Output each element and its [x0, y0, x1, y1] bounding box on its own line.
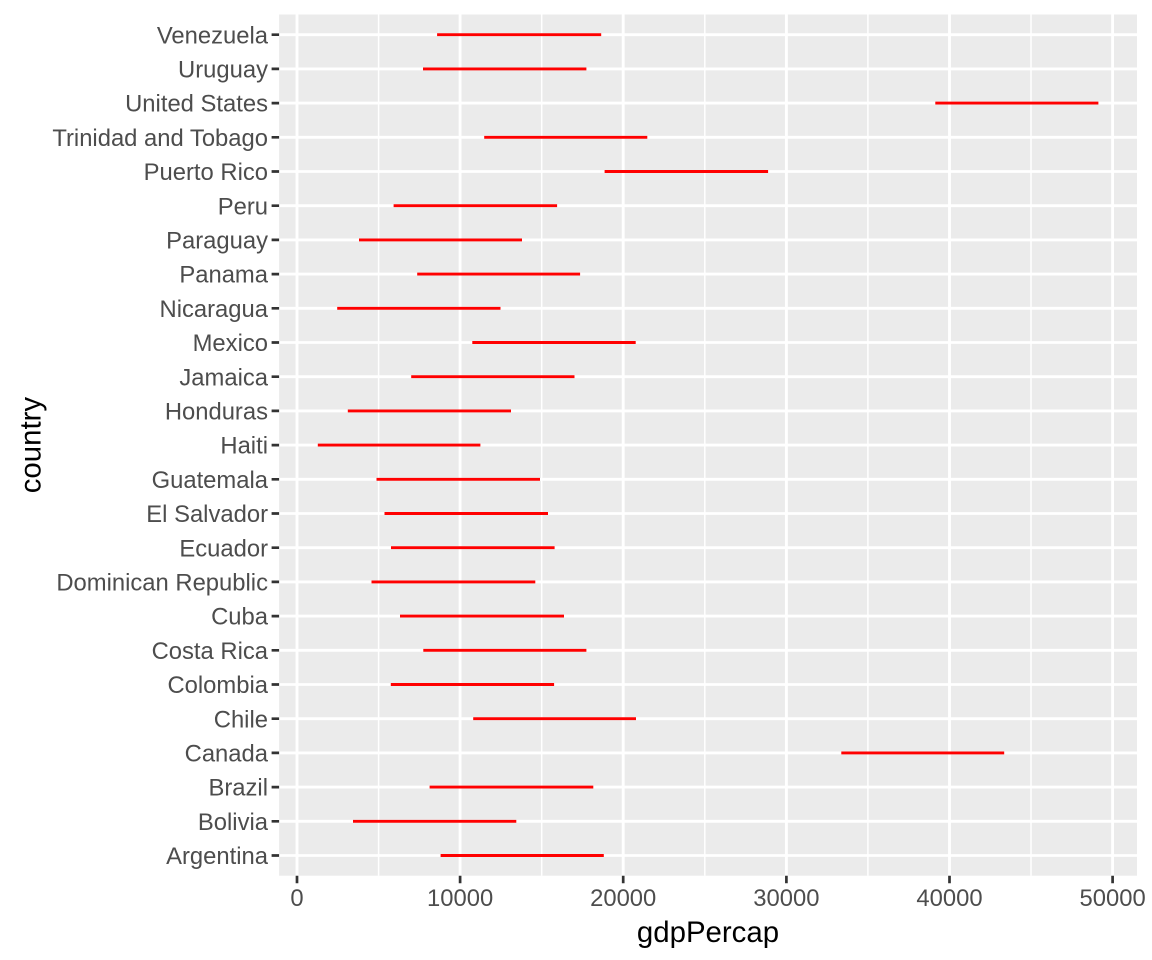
svg-text:Haiti: Haiti — [220, 433, 268, 460]
svg-text:Trinidad and Tobago: Trinidad and Tobago — [52, 125, 268, 152]
svg-text:Canada: Canada — [185, 741, 269, 768]
svg-text:Mexico: Mexico — [193, 330, 268, 357]
svg-text:Dominican Republic: Dominican Republic — [56, 570, 268, 597]
svg-text:10000: 10000 — [427, 885, 493, 912]
svg-text:Puerto Rico: Puerto Rico — [144, 159, 268, 186]
svg-text:Ecuador: Ecuador — [179, 535, 268, 562]
svg-text:Brazil: Brazil — [208, 775, 268, 802]
svg-text:Uruguay: Uruguay — [178, 57, 268, 84]
svg-text:El Salvador: El Salvador — [146, 501, 268, 528]
svg-text:Honduras: Honduras — [165, 399, 268, 426]
svg-text:Cuba: Cuba — [211, 604, 269, 631]
svg-text:50000: 50000 — [1080, 885, 1146, 912]
svg-text:Guatemala: Guatemala — [152, 467, 269, 494]
svg-text:Nicaragua: Nicaragua — [160, 296, 269, 323]
svg-text:country: country — [14, 397, 47, 494]
svg-text:United States: United States — [125, 91, 268, 118]
svg-text:Panama: Panama — [179, 262, 268, 289]
svg-text:gdpPercap: gdpPercap — [637, 916, 779, 949]
svg-text:Colombia: Colombia — [167, 672, 268, 699]
svg-text:Costa Rica: Costa Rica — [152, 638, 269, 665]
svg-text:Bolivia: Bolivia — [198, 809, 269, 836]
svg-text:Chile: Chile — [214, 706, 268, 733]
svg-text:40000: 40000 — [916, 885, 982, 912]
svg-text:Paraguay: Paraguay — [166, 228, 268, 255]
svg-text:Peru: Peru — [218, 193, 268, 220]
svg-text:Jamaica: Jamaica — [179, 364, 268, 391]
svg-text:0: 0 — [290, 885, 303, 912]
svg-text:30000: 30000 — [753, 885, 819, 912]
svg-text:Argentina: Argentina — [166, 843, 269, 870]
svg-text:Venezuela: Venezuela — [157, 22, 269, 49]
svg-text:20000: 20000 — [590, 885, 656, 912]
